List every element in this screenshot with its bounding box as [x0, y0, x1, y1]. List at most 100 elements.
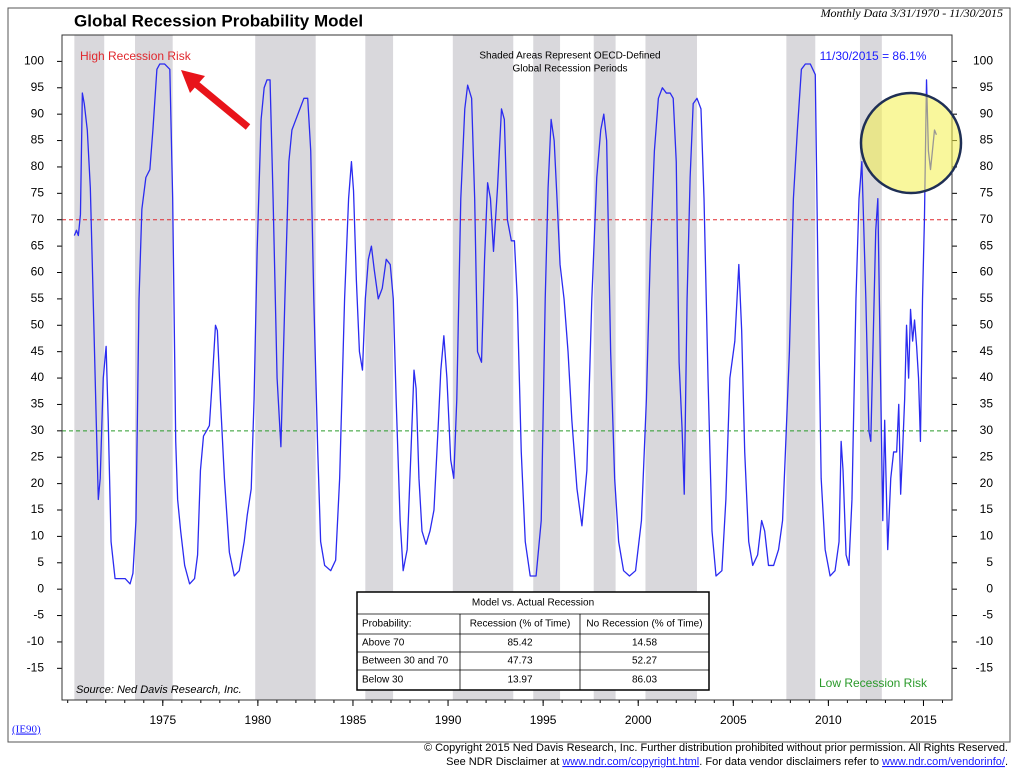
- y2-tick-label: 15: [980, 502, 994, 516]
- recession-band: [786, 35, 816, 700]
- chart-subtitle: Monthly Data 3/31/1970 - 11/30/2015: [820, 6, 1003, 20]
- footer-copyright: © Copyright 2015 Ned Davis Research, Inc…: [424, 742, 1008, 754]
- x-tick-label: 1995: [530, 713, 557, 727]
- x-tick-label: 2005: [720, 713, 747, 727]
- y2-tick-label: 75: [980, 186, 994, 200]
- recession-band: [859, 35, 882, 700]
- y2-tick-label: 0: [986, 581, 993, 595]
- y2-tick-label: 65: [980, 238, 994, 252]
- y-tick-label: 100: [24, 54, 44, 68]
- recession-band: [593, 35, 616, 700]
- table-cell: 52.27: [632, 656, 657, 667]
- table-cell: 14.58: [632, 638, 657, 649]
- footer-text: .: [1005, 756, 1008, 768]
- y2-tick-label: 60: [980, 265, 994, 279]
- x-tick-label: 1990: [435, 713, 462, 727]
- table-cell: 86.03: [632, 675, 657, 686]
- footer-link[interactable]: www.ndr.com/copyright.html: [561, 756, 699, 768]
- y-tick-label: 10: [31, 529, 45, 543]
- y2-tick-label: -5: [982, 608, 993, 622]
- y2-tick-label: 100: [973, 54, 993, 68]
- recession-band: [74, 35, 105, 700]
- y-tick-label: 50: [31, 317, 45, 331]
- recession-band: [645, 35, 697, 700]
- y2-tick-label: 50: [980, 317, 994, 331]
- code-label: (IE90): [12, 724, 41, 736]
- y-tick-label: 70: [31, 212, 45, 226]
- shading-note: Shaded Areas Represent OECD-Defined: [479, 51, 660, 62]
- y-tick-label: 25: [31, 449, 45, 463]
- table-cell: 47.73: [507, 656, 532, 667]
- y2-tick-label: 5: [986, 555, 993, 569]
- x-tick-label: 2010: [815, 713, 842, 727]
- y-tick-label: 5: [37, 555, 44, 569]
- y-tick-label: 30: [31, 423, 45, 437]
- chart-title: Global Recession Probability Model: [74, 11, 363, 30]
- footer-text: See NDR Disclaimer at: [446, 756, 562, 768]
- y-tick-label: 35: [31, 397, 45, 411]
- highlight-circle: [859, 91, 963, 195]
- arrow-head: [181, 70, 205, 93]
- y-tick-label: 60: [31, 265, 45, 279]
- table-bg: [356, 591, 710, 691]
- table-cell: Probability:: [362, 619, 411, 630]
- y-tick-label: 90: [31, 106, 45, 120]
- y2-tick-label: 35: [980, 397, 994, 411]
- x-tick-label: 1980: [245, 713, 272, 727]
- y-tick-label: 65: [31, 238, 45, 252]
- y2-tick-label: 30: [980, 423, 994, 437]
- y2-tick-label: -10: [976, 634, 994, 648]
- y2-tick-label: 80: [980, 159, 994, 173]
- shading-note: Global Recession Periods: [512, 64, 627, 75]
- y-tick-label: 55: [31, 291, 45, 305]
- table-title: Model vs. Actual Recession: [472, 598, 594, 609]
- x-tick-label: 2015: [910, 713, 937, 727]
- footer-text: . For data vendor disclaimers refer to: [699, 756, 882, 768]
- table-cell: No Recession (% of Time): [586, 619, 702, 630]
- source-label: Source: Ned Davis Research, Inc.: [76, 684, 242, 696]
- y2-tick-label: 20: [980, 476, 994, 490]
- y-tick-label: -10: [27, 634, 45, 648]
- recession-band: [533, 35, 561, 700]
- footer-link[interactable]: www.ndr.com/vendorinfo/: [881, 756, 1006, 768]
- recession-band: [255, 35, 316, 700]
- y2-tick-label: 70: [980, 212, 994, 226]
- x-tick-label: 2000: [625, 713, 652, 727]
- table-cell: 13.97: [507, 675, 532, 686]
- y-tick-label: 15: [31, 502, 45, 516]
- y-tick-label: 85: [31, 133, 45, 147]
- stats-table: Model vs. Actual Recession Probability: Re…: [356, 591, 710, 691]
- y2-tick-label: 40: [980, 370, 994, 384]
- table-cell: Between 30 and 70: [362, 656, 449, 667]
- recession-band: [135, 35, 173, 700]
- y-tick-label: 80: [31, 159, 45, 173]
- low-risk-label: Low Recession Risk: [819, 676, 928, 690]
- arrow-shaft: [193, 81, 251, 130]
- y2-tick-label: 55: [980, 291, 994, 305]
- table-cell: 85.42: [507, 638, 532, 649]
- y2-tick-label: 85: [980, 133, 994, 147]
- footer-disclaimer: See NDR Disclaimer at www.ndr.com/copyri…: [446, 756, 1008, 768]
- y-tick-label: 20: [31, 476, 45, 490]
- recession-band: [365, 35, 394, 700]
- y-tick-label: 45: [31, 344, 45, 358]
- y-tick-label: -15: [27, 661, 45, 675]
- high-risk-label: High Recession Risk: [80, 49, 192, 63]
- y2-tick-label: 90: [980, 106, 994, 120]
- latest-label: 11/30/2015 = 86.1%: [820, 49, 927, 63]
- y2-tick-label: 95: [980, 80, 994, 94]
- y-tick-label: 0: [37, 581, 44, 595]
- table-cell: Above 70: [362, 638, 405, 649]
- y-tick-label: -5: [33, 608, 44, 622]
- y2-tick-label: 45: [980, 344, 994, 358]
- outer-frame: [7, 7, 1011, 743]
- y-tick-label: 75: [31, 186, 45, 200]
- y2-tick-label: 10: [980, 529, 994, 543]
- x-tick-label: 1985: [340, 713, 367, 727]
- table-cell: Recession (% of Time): [470, 619, 571, 630]
- y-tick-label: 95: [31, 80, 45, 94]
- plot-frame: [61, 34, 953, 701]
